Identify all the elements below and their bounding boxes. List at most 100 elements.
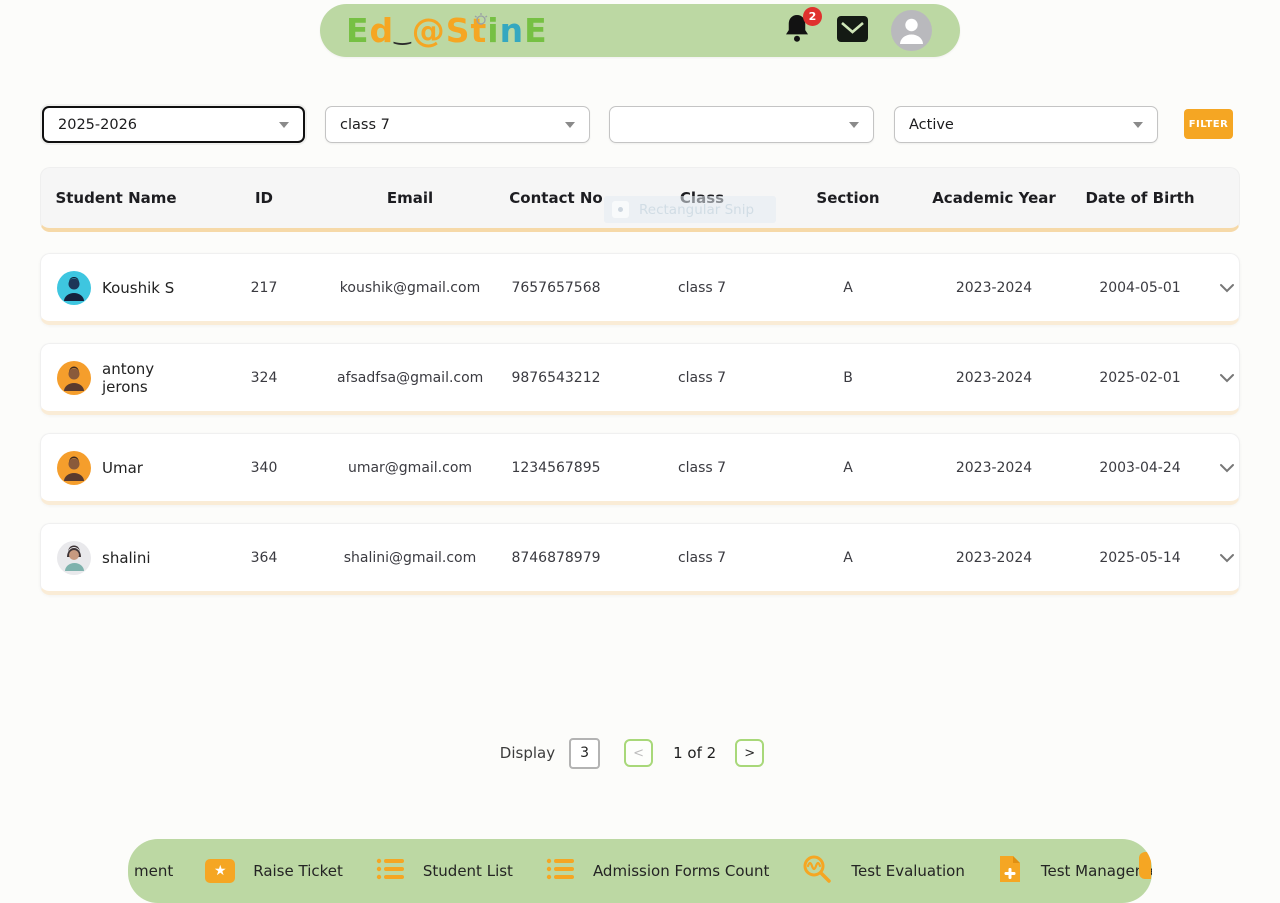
student-contact: 8746878979 — [511, 549, 601, 566]
bottom-nav-bar: ment ★ Raise Ticket Student List Admissi… — [128, 839, 1152, 903]
logo-letter: E — [524, 11, 548, 50]
class-value: class 7 — [340, 116, 390, 133]
logo-letter: d — [369, 11, 395, 50]
page-info: 1 of 2 — [673, 744, 717, 762]
student-dob: 2025-02-01 — [1099, 369, 1181, 386]
lightbulb-doodle-icon — [472, 2, 490, 35]
student-class: class 7 — [677, 369, 727, 386]
mail-icon[interactable] — [836, 14, 869, 48]
column-header-section: Section — [816, 189, 880, 207]
student-id: 324 — [250, 369, 278, 386]
logo-letter: ‿ — [394, 21, 412, 45]
nav-item-label: Admission Forms Count — [592, 862, 770, 880]
academic-year-select[interactable]: 2025-2026 — [42, 106, 305, 143]
display-label: Display — [499, 744, 556, 762]
list-icon — [545, 856, 575, 886]
logo-letter: E — [346, 11, 370, 50]
table-row[interactable]: antony jerons 324 afsadfsa@gmail.com 987… — [40, 343, 1240, 415]
status-select[interactable]: Active — [894, 106, 1158, 143]
student-id: 217 — [250, 279, 278, 296]
student-id: 340 — [250, 459, 278, 476]
next-page-button[interactable]: > — [735, 739, 765, 767]
boy-cyan-avatar — [57, 270, 91, 305]
student-academic-year: 2023-2024 — [955, 279, 1033, 296]
filter-button[interactable]: FILTER — [1184, 109, 1233, 139]
chevron-down-icon — [849, 121, 859, 128]
student-contact: 9876543212 — [511, 369, 601, 386]
student-contact: 1234567895 — [511, 459, 601, 476]
table-row[interactable]: shalini 364 shalini@gmail.com 8746878979… — [40, 523, 1240, 595]
logo-letter: S — [445, 11, 471, 50]
column-header-class: Class — [679, 189, 725, 207]
student-name: Umar — [102, 458, 143, 477]
bottom-nav-scroll[interactable]: ment ★ Raise Ticket Student List Admissi… — [128, 847, 1152, 895]
nav-item-label: Student List — [422, 862, 513, 880]
prev-page-button[interactable]: < — [624, 739, 654, 767]
student-section: A — [843, 279, 853, 296]
man-orange-avatar — [57, 450, 91, 485]
student-class: class 7 — [677, 549, 727, 566]
row-expand-chevron-icon[interactable] — [1213, 373, 1241, 383]
notifications-bell-icon[interactable]: 2 — [782, 6, 822, 49]
logo-letter: @ — [411, 11, 446, 50]
column-header-contact: Contact No — [509, 189, 603, 207]
student-academic-year: 2023-2024 — [955, 369, 1033, 386]
row-expand-chevron-icon[interactable] — [1213, 553, 1241, 563]
nav-item-student-list[interactable]: Student List — [375, 856, 513, 886]
logo-letter: i — [487, 11, 500, 50]
list-icon — [375, 856, 405, 886]
student-email: umar@gmail.com — [347, 459, 473, 476]
student-name: antony jerons — [102, 359, 155, 396]
column-header-dob: Date of Birth — [1085, 189, 1195, 207]
search-wave-icon — [801, 853, 833, 889]
student-class: class 7 — [677, 459, 727, 476]
student-contact: 7657657568 — [511, 279, 601, 296]
nav-item-admission-forms-count[interactable]: Admission Forms Count — [545, 856, 769, 886]
filter-row: 2025-2026 class 7 Active FILTER — [0, 106, 1280, 144]
student-dob: 2025-05-14 — [1099, 549, 1181, 566]
woman-gray-avatar — [57, 540, 91, 575]
pagination-bar: Display < 1 of 2 > — [0, 736, 1264, 770]
student-class: class 7 — [677, 279, 727, 296]
student-email: shalini@gmail.com — [343, 549, 477, 566]
student-email: afsadfsa@gmail.com — [337, 369, 484, 386]
column-header-academic-year: Academic Year — [932, 189, 1056, 207]
student-section: B — [843, 369, 853, 386]
notification-badge: 2 — [803, 6, 822, 26]
class-select[interactable]: class 7 — [325, 106, 590, 143]
nav-item-raise-ticket[interactable]: ★ Raise Ticket — [205, 859, 343, 883]
student-name: Koushik S — [102, 278, 175, 297]
table-header: Student Name ID Email Contact No Class S… — [40, 167, 1240, 232]
student-name: shalini — [102, 548, 151, 567]
student-section: A — [843, 459, 853, 476]
logo-letter: n — [499, 11, 525, 50]
student-id: 364 — [250, 549, 278, 566]
student-academic-year: 2023-2024 — [955, 549, 1033, 566]
nav-item-test-evaluation[interactable]: Test Evaluation — [801, 853, 965, 889]
chevron-down-icon — [279, 121, 289, 128]
user-avatar[interactable] — [891, 10, 932, 51]
nav-item-label: Raise Ticket — [253, 862, 343, 880]
student-dob: 2003-04-24 — [1099, 459, 1181, 476]
nav-item-test-management[interactable]: Test Management — [997, 854, 1152, 888]
student-dob: 2004-05-01 — [1099, 279, 1181, 296]
logo-letter: t — [470, 11, 488, 50]
column-header-email: Email — [386, 189, 434, 207]
chevron-down-icon — [1133, 121, 1143, 128]
ticket-icon: ★ — [205, 859, 236, 883]
clipped-nav-item-label[interactable]: ment — [134, 862, 174, 880]
clipped-nav-icon[interactable] — [1139, 852, 1151, 879]
page-size-input[interactable] — [569, 737, 601, 769]
nav-item-label: Test Evaluation — [851, 862, 965, 880]
academic-year-value: 2025-2026 — [58, 116, 138, 133]
row-expand-chevron-icon[interactable] — [1213, 463, 1241, 473]
column-header-id: ID — [254, 189, 274, 207]
table-row[interactable]: Umar 340 umar@gmail.com 1234567895 class… — [40, 433, 1240, 505]
man-orange-avatar — [57, 360, 91, 395]
table-row[interactable]: Koushik S 217 koushik@gmail.com 76576575… — [40, 253, 1240, 325]
row-expand-chevron-icon[interactable] — [1213, 283, 1241, 293]
section-select[interactable] — [609, 106, 874, 143]
document-plus-icon — [997, 854, 1023, 888]
